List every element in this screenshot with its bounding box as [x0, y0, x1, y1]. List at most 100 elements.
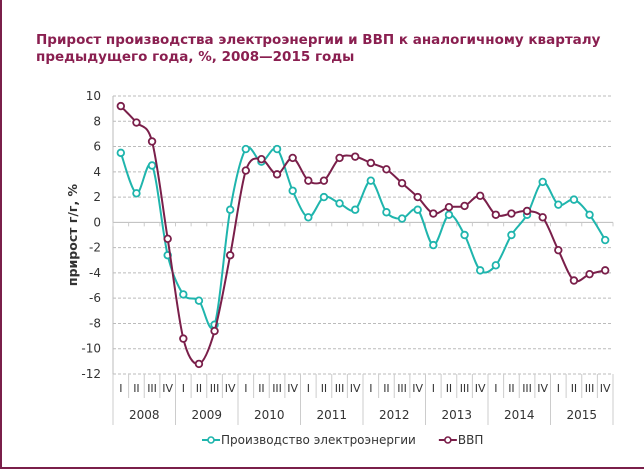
data-point: [350, 205, 360, 214]
y-tick-label: 4: [93, 165, 101, 179]
data-point: [475, 191, 485, 201]
y-tick-label: -12: [81, 367, 101, 381]
data-point: [132, 118, 141, 127]
data-point: [522, 206, 532, 216]
data-point: [569, 195, 579, 204]
year-label: 2013: [441, 408, 472, 422]
data-point: [147, 161, 157, 170]
quarter-label: IV: [537, 382, 548, 395]
data-point: [288, 153, 297, 163]
data-point: [366, 176, 376, 185]
quarter-label: II: [508, 382, 515, 395]
quarter-label: II: [446, 382, 453, 395]
data-point: [569, 276, 579, 285]
quarter-label: II: [196, 382, 203, 395]
data-point: [179, 334, 188, 343]
data-point: [413, 192, 422, 202]
data-point: [210, 326, 219, 336]
quarter-label: III: [272, 382, 282, 395]
quarter-label: III: [522, 382, 532, 395]
y-tick-label: 0: [93, 215, 101, 229]
y-tick-label: -6: [89, 291, 101, 305]
data-point: [116, 101, 126, 111]
y-tick-label: -8: [89, 316, 101, 330]
quarter-label: I: [182, 382, 185, 395]
data-point: [538, 213, 547, 222]
data-point: [475, 266, 485, 275]
data-point: [507, 230, 516, 240]
data-point: [444, 202, 454, 212]
data-point: [460, 201, 469, 211]
quarter-label: IV: [600, 382, 611, 395]
year-label: 2010: [254, 408, 285, 422]
quarter-label: I: [369, 382, 372, 395]
data-point: [304, 213, 313, 222]
data-point: [335, 153, 344, 163]
year-label: 2008: [129, 408, 160, 422]
data-point: [429, 240, 438, 250]
quarter-label: IV: [162, 382, 173, 395]
data-point: [257, 154, 266, 164]
data-point: [335, 199, 344, 208]
data-point: [272, 144, 282, 154]
data-point: [319, 192, 329, 202]
data-point: [350, 152, 360, 161]
data-point: [147, 137, 157, 146]
quarter-label: IV: [350, 382, 361, 395]
year-label: 2012: [379, 408, 410, 422]
quarter-label: III: [585, 382, 595, 395]
data-point: [538, 177, 547, 187]
y-tick-label: 8: [93, 114, 101, 128]
quarter-label: II: [133, 382, 140, 395]
legend-label: ВВП: [458, 433, 484, 447]
y-tick-label: 10: [86, 89, 101, 103]
data-point: [554, 245, 563, 255]
quarter-label: III: [335, 382, 345, 395]
quarter-label: I: [244, 382, 247, 395]
legend-label: Производство электроэнергии: [221, 433, 416, 447]
quarter-label: I: [307, 382, 310, 395]
data-point: [179, 290, 188, 299]
data-point: [272, 170, 282, 179]
data-point: [132, 189, 141, 198]
data-point: [225, 205, 235, 214]
y-tick-label: 6: [93, 140, 101, 154]
year-label: 2009: [191, 408, 222, 422]
data-point: [585, 210, 594, 219]
data-point: [194, 296, 204, 305]
quarter-label: I: [119, 382, 122, 395]
y-axis-label: прирост г/г, %: [65, 183, 80, 286]
legend-marker: [207, 436, 215, 444]
data-point: [241, 144, 251, 154]
year-label: 2014: [504, 408, 535, 422]
series-line-electricity: [119, 146, 607, 330]
data-point: [397, 214, 407, 223]
year-label: 2011: [316, 408, 347, 422]
quarter-label: I: [432, 382, 435, 395]
y-tick-label: -2: [89, 241, 101, 255]
quarter-label: II: [258, 382, 265, 395]
data-point: [382, 208, 391, 217]
data-point: [366, 158, 376, 168]
data-point: [288, 186, 297, 195]
quarter-label: III: [460, 382, 470, 395]
data-point: [116, 148, 126, 158]
quarter-label: III: [397, 382, 407, 395]
data-point: [507, 209, 516, 218]
quarter-label: II: [571, 382, 578, 395]
data-point: [444, 210, 454, 219]
data-point: [163, 234, 172, 243]
data-point: [304, 176, 313, 185]
year-label: 2015: [566, 408, 597, 422]
quarter-label: IV: [475, 382, 486, 395]
data-point: [194, 359, 204, 369]
legend-marker: [444, 436, 452, 444]
quarter-label: IV: [225, 382, 236, 395]
data-point: [319, 176, 329, 185]
data-point: [429, 209, 438, 218]
data-point: [491, 210, 501, 219]
chart-title-line-1: Прирост производства электроэнергии и ВВ…: [36, 32, 601, 48]
y-tick-label: 2: [93, 190, 101, 204]
